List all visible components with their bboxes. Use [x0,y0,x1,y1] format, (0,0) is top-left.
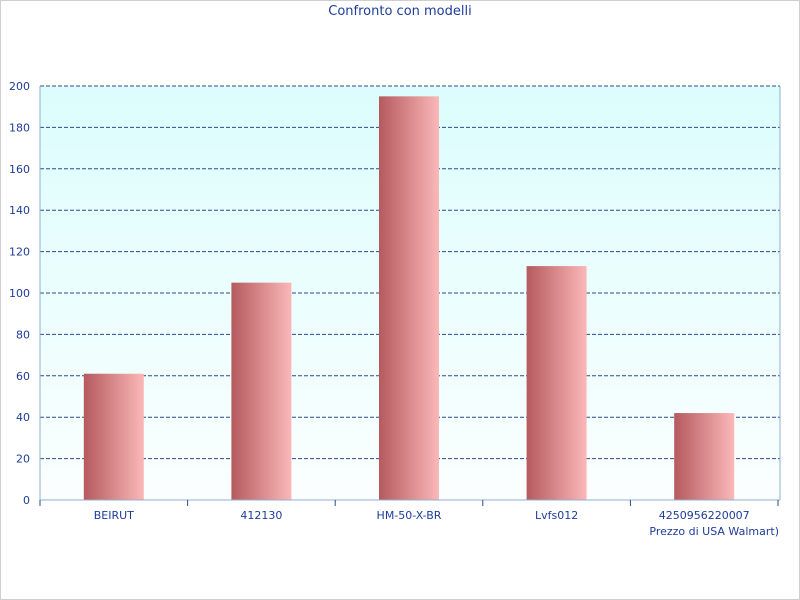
y-tick-label-80: 80 [16,328,30,341]
chart-title: Confronto con modelli [328,4,472,19]
axes [39,86,781,506]
y-tick-label-20: 20 [16,453,30,466]
y-tick-label-40: 40 [16,411,30,424]
y-tick-label-160: 160 [9,163,30,176]
x-tick-label-4250956220007: 4250956220007 [659,509,750,522]
y-tick-label-0: 0 [23,494,30,507]
x-tick-label-Lvfs012: Lvfs012 [535,509,578,522]
bar-412130 [231,282,292,500]
x-tick-label-412130: 412130 [240,509,282,522]
y-tick-label-60: 60 [16,370,30,383]
x-tick-label-BEIRUT: BEIRUT [94,509,134,522]
x-axis-title: Prezzo di USA Walmart) [649,525,779,538]
y-tick-label-200: 200 [9,80,30,93]
bar-4250956220007 [674,413,735,500]
x-tick-label-HM-50-X-BR: HM-50-X-BR [377,509,442,522]
y-tick-label-140: 140 [9,204,30,217]
bar-BEIRUT [83,373,144,500]
y-tick-label-180: 180 [9,121,30,134]
labels: 0 20 40 60 80 100 120 140 160 180 200 BEIRUT 412130 H… [9,80,779,538]
y-tick-label-100: 100 [9,287,30,300]
bar-HM-50-X-BR [379,96,439,500]
bars [83,96,735,500]
bar-Lvfs012 [526,266,587,500]
y-tick-label-120: 120 [9,246,30,259]
